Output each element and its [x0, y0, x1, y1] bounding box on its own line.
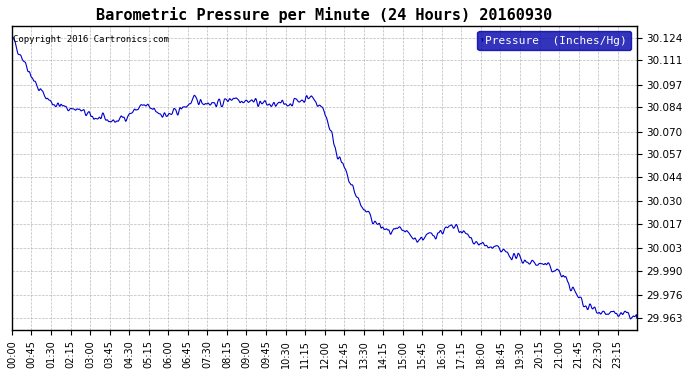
Title: Barometric Pressure per Minute (24 Hours) 20160930: Barometric Pressure per Minute (24 Hours… — [97, 7, 553, 23]
Text: Copyright 2016 Cartronics.com: Copyright 2016 Cartronics.com — [12, 34, 168, 44]
Legend: Pressure  (Inches/Hg): Pressure (Inches/Hg) — [477, 31, 631, 50]
